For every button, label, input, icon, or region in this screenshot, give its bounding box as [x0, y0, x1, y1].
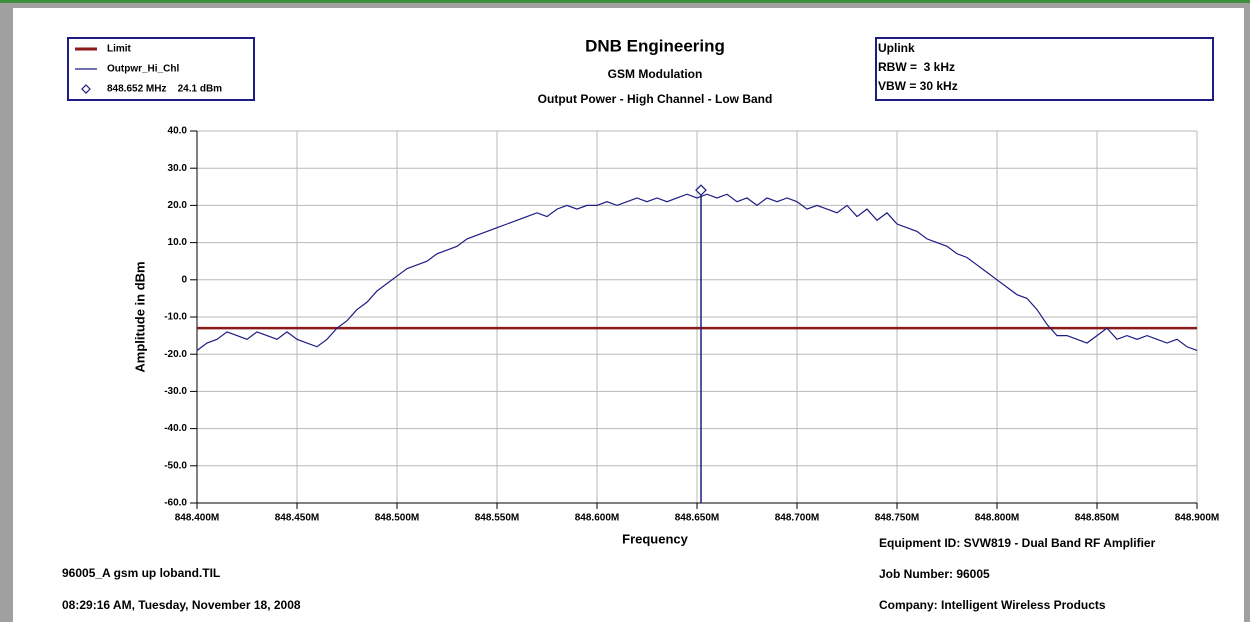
y-tick-label: -20.0 [164, 349, 187, 360]
series-line [196, 193, 1198, 352]
chart-subtitle: Output Power - High Channel - Low Band [538, 92, 773, 106]
chart-subtitle: GSM Modulation [608, 67, 703, 81]
chart-title: DNB Engineering [585, 36, 725, 55]
y-tick-label: -50.0 [164, 460, 187, 471]
legend-label: Limit [107, 44, 132, 55]
y-tick-label: -10.0 [164, 312, 187, 323]
x-tick-label: 848.800M [975, 513, 1019, 524]
footer-text: 96005_A gsm up loband.TIL [62, 566, 220, 580]
y-tick-label: 20.0 [168, 200, 188, 211]
y-tick-label: -40.0 [164, 423, 187, 434]
legend-box [67, 37, 255, 101]
y-tick-label: 30.0 [168, 163, 188, 174]
y-tick-label: -60.0 [164, 498, 187, 509]
info-box [875, 37, 1214, 101]
legend-label: Outpwr_Hi_Chl [107, 64, 179, 75]
y-tick-label: 40.0 [168, 126, 188, 137]
x-tick-label: 848.400M [175, 513, 219, 524]
y-axis-label: Amplitude in dBm [132, 261, 147, 372]
y-tick-label: -30.0 [164, 386, 187, 397]
x-tick-label: 848.600M [575, 513, 619, 524]
x-tick-label: 848.650M [675, 513, 719, 524]
legend-swatch [81, 84, 91, 94]
footer-text: Job Number: 96005 [879, 567, 990, 581]
x-tick-label: 848.900M [1175, 513, 1219, 524]
x-tick-label: 848.750M [875, 513, 919, 524]
footer-text: Company: Intelligent Wireless Products [879, 598, 1106, 612]
x-tick-label: 848.700M [775, 513, 819, 524]
info-text: RBW = 3 kHz [878, 60, 955, 74]
marker [695, 184, 707, 196]
legend-label: 848.652 MHz 24.1 dBm [107, 84, 222, 95]
footer-text: Equipment ID: SVW819 - Dual Band RF Ampl… [879, 536, 1156, 550]
info-text: Uplink [878, 41, 915, 55]
x-tick-label: 848.850M [1075, 513, 1119, 524]
y-tick-label: 10.0 [168, 237, 188, 248]
footer-text: 08:29:16 AM, Tuesday, November 18, 2008 [62, 598, 301, 612]
x-tick-label: 848.500M [375, 513, 419, 524]
y-tick-label: 0 [181, 274, 187, 285]
panel [13, 8, 1244, 622]
info-text: VBW = 30 kHz [878, 79, 958, 93]
x-axis-label: Frequency [622, 531, 689, 546]
x-tick-label: 848.550M [475, 513, 519, 524]
x-tick-label: 848.450M [275, 513, 319, 524]
